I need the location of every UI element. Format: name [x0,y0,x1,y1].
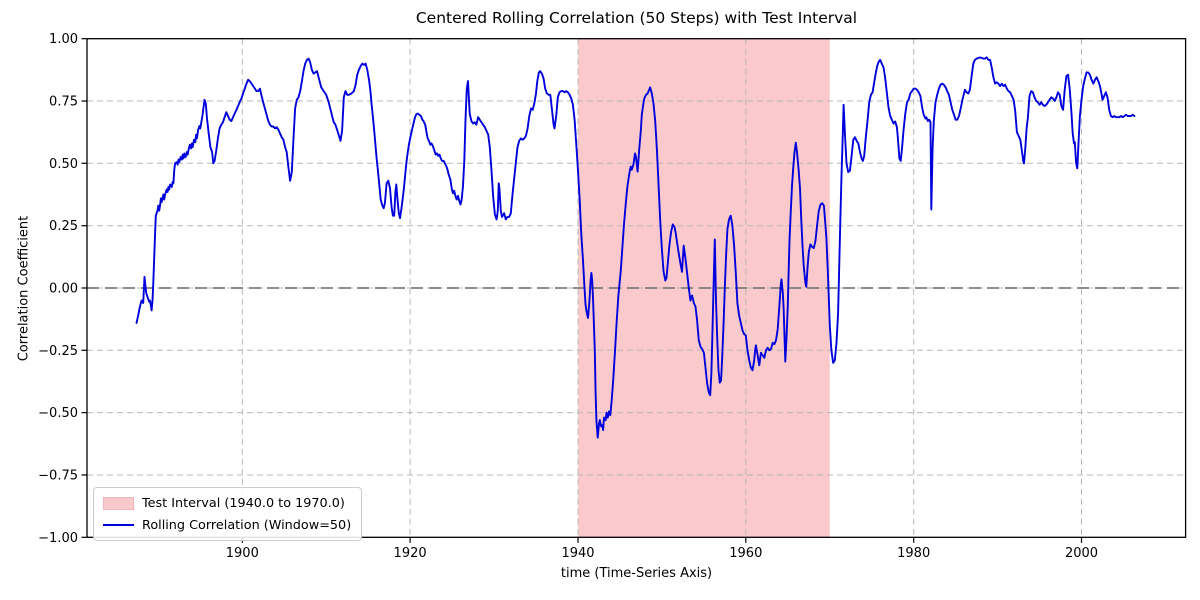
y-axis-label: Correlation Coefficient [16,215,32,362]
x-tick-label: 1920 [394,546,427,561]
rolling-correlation-line [135,56,1136,439]
y-tick-label: 0.00 [49,282,78,297]
y-tick-label: 0.25 [49,219,78,234]
x-axis-label: time (Time-Series Axis) [560,566,713,581]
legend-label-test-interval: Test Interval (1940.0 to 1970.0) [142,495,345,511]
x-tick-label: 1900 [226,546,259,561]
legend-label-rolling-correlation: Rolling Correlation (Window=50) [142,517,352,533]
legend-item-test-interval: Test Interval (1940.0 to 1970.0) [103,494,351,512]
x-tick-label: 2000 [1065,546,1098,561]
y-tick-label: −0.75 [38,469,78,484]
grid-lines [87,38,1186,538]
legend: Test Interval (1940.0 to 1970.0) Rolling… [93,487,363,541]
y-tick-label: −0.50 [38,406,78,421]
test-interval-swatch-icon [103,496,134,510]
rolling-correlation-swatch-icon [103,524,134,526]
x-tick-labels: 1900 1920 1940 1960 1980 2000 [226,546,1098,561]
y-tick-label: −1.00 [38,531,78,546]
y-tick-label: 0.75 [49,95,78,110]
y-tick-label: 1.00 [49,32,78,47]
y-tick-label: 0.50 [49,157,78,172]
y-tick-labels: 1.00 0.75 0.50 0.25 0.00 −0.25 −0.50 −0.75 −1.00 [38,32,78,546]
legend-item-rolling-correlation: Rolling Correlation (Window=50) [103,516,351,534]
axis-ticks [81,38,1083,543]
x-tick-label: 1980 [897,546,930,561]
y-tick-label: −0.25 [38,344,78,359]
chart-title: Centered Rolling Correlation (50 Steps) … [415,9,858,27]
x-tick-label: 1960 [729,546,762,561]
x-tick-label: 1940 [561,546,594,561]
